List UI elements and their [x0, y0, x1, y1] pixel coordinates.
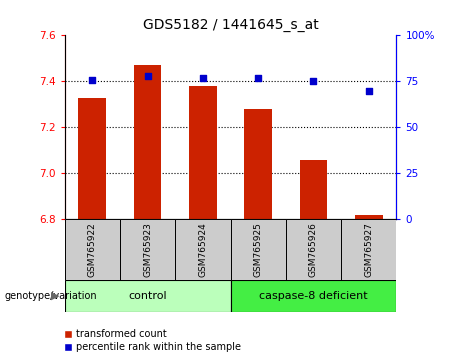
- Text: caspase-8 deficient: caspase-8 deficient: [259, 291, 368, 301]
- Text: GSM765924: GSM765924: [198, 222, 207, 277]
- Bar: [230, 219, 286, 280]
- Bar: [65, 219, 120, 280]
- Bar: [175, 219, 230, 280]
- Legend: transformed count, percentile rank within the sample: transformed count, percentile rank withi…: [60, 326, 245, 354]
- Text: ▶: ▶: [52, 291, 60, 301]
- Point: [254, 75, 262, 81]
- Bar: [120, 219, 175, 280]
- Text: control: control: [128, 291, 167, 301]
- Bar: [65, 280, 230, 312]
- Text: GSM765922: GSM765922: [88, 222, 97, 277]
- Bar: [341, 219, 396, 280]
- Text: GSM765926: GSM765926: [309, 222, 318, 277]
- Bar: [78, 98, 106, 219]
- Point: [310, 79, 317, 84]
- Title: GDS5182 / 1441645_s_at: GDS5182 / 1441645_s_at: [142, 18, 319, 32]
- Text: GSM765927: GSM765927: [364, 222, 373, 277]
- Text: genotype/variation: genotype/variation: [5, 291, 97, 301]
- Point: [199, 75, 207, 81]
- Bar: [189, 86, 217, 219]
- Bar: [134, 65, 161, 219]
- Bar: [244, 109, 272, 219]
- Text: GSM765923: GSM765923: [143, 222, 152, 277]
- Point: [365, 88, 372, 93]
- Bar: [286, 219, 341, 280]
- Point: [89, 77, 96, 82]
- Bar: [355, 215, 383, 219]
- Bar: [230, 280, 396, 312]
- Point: [144, 73, 151, 79]
- Text: GSM765925: GSM765925: [254, 222, 263, 277]
- Bar: [300, 160, 327, 219]
